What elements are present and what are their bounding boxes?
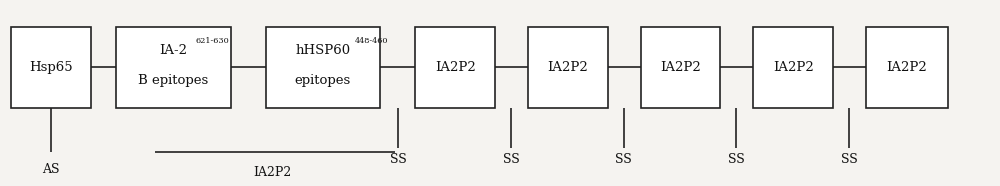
Text: IA2P2: IA2P2	[547, 61, 588, 74]
Text: IA2P2: IA2P2	[886, 61, 927, 74]
FancyBboxPatch shape	[753, 27, 833, 108]
Text: IA2P2: IA2P2	[773, 61, 814, 74]
Text: IA2P2: IA2P2	[254, 166, 292, 179]
Text: SS: SS	[728, 153, 745, 166]
Text: SS: SS	[390, 153, 407, 166]
Text: hHSP60: hHSP60	[295, 44, 351, 57]
Text: IA2P2: IA2P2	[660, 61, 701, 74]
Text: SS: SS	[841, 153, 857, 166]
FancyBboxPatch shape	[528, 27, 608, 108]
Text: 448-460: 448-460	[355, 37, 388, 45]
Text: AS: AS	[42, 163, 60, 176]
FancyBboxPatch shape	[866, 27, 948, 108]
FancyBboxPatch shape	[641, 27, 720, 108]
Text: IA-2: IA-2	[159, 44, 187, 57]
Text: Hsp65: Hsp65	[29, 61, 73, 74]
FancyBboxPatch shape	[266, 27, 380, 108]
Text: SS: SS	[503, 153, 519, 166]
Text: IA2P2: IA2P2	[435, 61, 476, 74]
FancyBboxPatch shape	[11, 27, 91, 108]
Text: SS: SS	[615, 153, 632, 166]
FancyBboxPatch shape	[415, 27, 495, 108]
FancyBboxPatch shape	[116, 27, 231, 108]
Text: 621-630: 621-630	[196, 37, 229, 45]
Text: epitopes: epitopes	[295, 74, 351, 87]
Text: B epitopes: B epitopes	[138, 74, 209, 87]
